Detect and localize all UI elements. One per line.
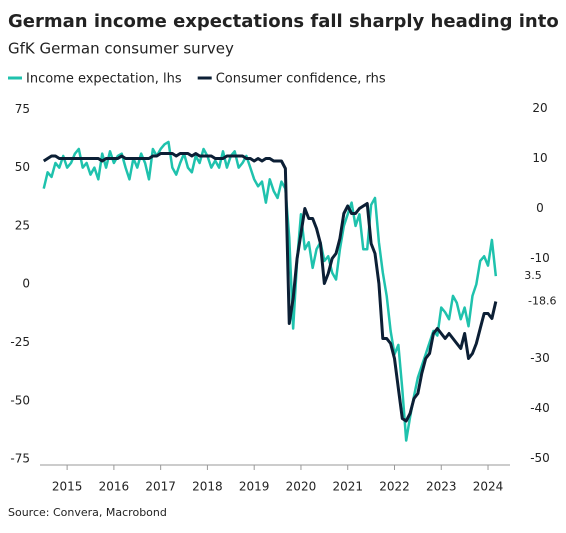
x-tick-label: 2016 bbox=[99, 480, 130, 494]
x-tick-label: 2024 bbox=[473, 480, 504, 494]
legend-label: Consumer confidence, rhs bbox=[216, 72, 386, 87]
y2-tick-label: 10 bbox=[532, 151, 547, 165]
y-tick-label: -25 bbox=[10, 335, 30, 349]
series-line bbox=[42, 152, 498, 423]
x-tick-label: 2018 bbox=[192, 480, 223, 494]
x-tick-label: 2023 bbox=[426, 480, 457, 494]
chart-title: German income expectations fall sharply … bbox=[8, 11, 566, 32]
y-tick-label: -75 bbox=[10, 452, 30, 466]
y2-tick-label: -50 bbox=[530, 451, 550, 465]
x-tick-label: 2020 bbox=[286, 480, 317, 494]
annotation: -18.6 bbox=[528, 295, 556, 308]
annotation: 3.5 bbox=[524, 269, 542, 282]
legend-label: Income expectation, lhs bbox=[26, 72, 182, 87]
x-tick-label: 2022 bbox=[379, 480, 410, 494]
y2-tick-label: 20 bbox=[532, 101, 547, 115]
y2-tick-label: -40 bbox=[530, 401, 550, 415]
y-tick-label: 0 bbox=[22, 277, 30, 291]
chart-subtitle: GfK German consumer survey bbox=[8, 40, 234, 58]
x-tick-label: 2017 bbox=[145, 480, 176, 494]
y-tick-label: 50 bbox=[15, 160, 30, 174]
y2-tick-label: -30 bbox=[530, 351, 550, 365]
y2-tick-label: 0 bbox=[536, 201, 544, 215]
x-tick-label: 2015 bbox=[52, 480, 83, 494]
x-tick-label: 2019 bbox=[239, 480, 270, 494]
series-line bbox=[42, 140, 498, 442]
source: Source: Convera, Macrobond bbox=[8, 506, 167, 519]
y-tick-label: -50 bbox=[10, 393, 30, 407]
y2-tick-label: -10 bbox=[530, 251, 550, 265]
y-tick-label: 75 bbox=[15, 102, 30, 116]
y-tick-label: 25 bbox=[15, 218, 30, 232]
x-tick-label: 2021 bbox=[332, 480, 363, 494]
